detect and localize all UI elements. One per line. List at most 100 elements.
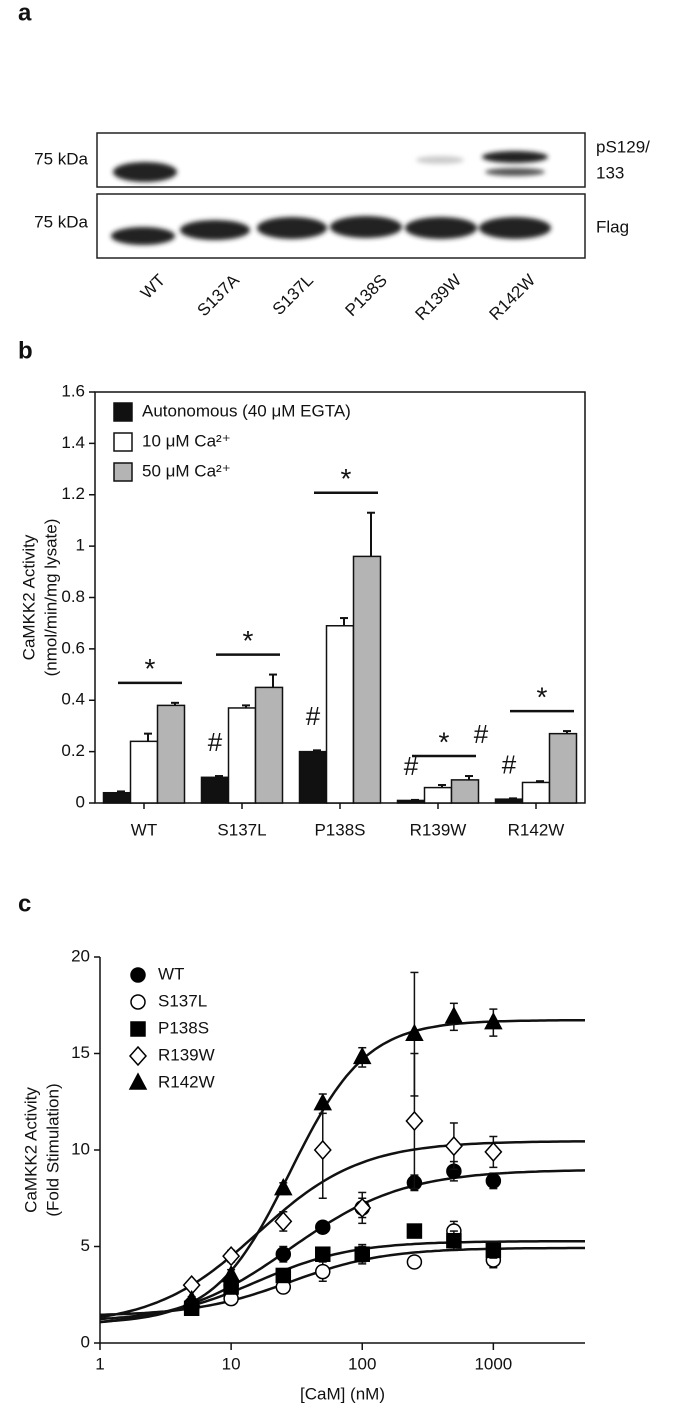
band [113, 162, 177, 182]
x-tick-label: R139W [410, 820, 467, 839]
band [416, 156, 464, 164]
antibody-label: 133 [596, 163, 624, 182]
marker [485, 1242, 502, 1259]
y-tick-label: 1 [76, 536, 85, 555]
fit-curve [99, 1018, 585, 1323]
legend-label: 50 μM Ca²⁺ [142, 461, 231, 480]
x-tick-label: 1000 [474, 1354, 512, 1373]
bar [156, 704, 186, 804]
y-tick-label: 0.4 [61, 690, 85, 709]
legend-label: R142W [158, 1072, 215, 1091]
legend-label: Autonomous (40 μM EGTA) [142, 401, 351, 420]
bar [352, 555, 382, 804]
x-tick-label: 100 [348, 1354, 376, 1373]
y-tick-label: 0 [81, 1332, 90, 1351]
annotation: # [404, 751, 419, 781]
bar [200, 776, 230, 804]
legend-label: WT [158, 964, 184, 983]
size-label: 75 kDa [34, 149, 88, 168]
marker [274, 1211, 293, 1232]
y-tick-label: 5 [81, 1236, 90, 1255]
bar [548, 732, 578, 804]
legend-label: P138S [158, 1018, 209, 1037]
annotation: * [439, 726, 450, 757]
x-tick-label: 1 [95, 1354, 104, 1373]
x-tick-label: S137L [217, 820, 266, 839]
bar [521, 781, 551, 804]
y-axis-label: CaMKK2 Activity [19, 534, 38, 660]
marker [275, 1267, 292, 1284]
y-tick-label: 0 [76, 792, 85, 811]
bar [396, 799, 426, 804]
marker [484, 1141, 503, 1163]
fit-curve [99, 1246, 585, 1317]
marker [313, 1093, 333, 1111]
x-tick-label: P138S [314, 820, 365, 839]
legend-marker [128, 1045, 148, 1067]
annotation: * [145, 653, 156, 684]
marker [406, 1223, 423, 1239]
band [485, 168, 545, 176]
marker [352, 1046, 372, 1065]
legend-swatch [113, 432, 133, 452]
marker [444, 1136, 463, 1157]
band [111, 227, 175, 245]
y-tick-label: 1.4 [61, 433, 85, 452]
y-tick-label: 10 [71, 1139, 90, 1158]
y-tick-label: 15 [71, 1043, 90, 1062]
legend-label: R139W [158, 1045, 215, 1064]
annotation: # [502, 749, 517, 779]
annotation: * [537, 681, 548, 712]
antibody-label: Flag [596, 217, 629, 236]
marker [275, 1246, 292, 1262]
y-axis-label: CaMKK2 Activity [21, 1087, 40, 1213]
annotation: * [341, 463, 352, 494]
y-tick-label: 0.8 [61, 587, 85, 606]
marker [315, 1219, 331, 1235]
y-axis-label: (nmol/min/mg lysate) [41, 519, 60, 677]
marker [406, 1254, 423, 1270]
blot-bands [111, 151, 551, 245]
marker [405, 1110, 424, 1132]
lane-label: S137A [193, 270, 243, 320]
bar [423, 786, 453, 804]
bar [450, 779, 480, 804]
legend-marker [128, 1072, 148, 1090]
marker [405, 1023, 424, 1041]
marker [353, 1197, 372, 1219]
fit-curve [99, 1239, 585, 1321]
y-tick-label: 20 [71, 946, 90, 965]
fit-curve [99, 1140, 585, 1319]
marker [446, 1232, 462, 1249]
band [330, 216, 402, 238]
size-label: 75 kDa [34, 212, 88, 231]
legend-label: S137L [158, 991, 207, 1010]
marker [444, 1006, 464, 1024]
legend-swatch [113, 462, 133, 482]
bar [325, 625, 355, 804]
lane-label: R142W [485, 271, 539, 325]
band [482, 151, 548, 163]
band [405, 217, 477, 239]
band [257, 217, 327, 239]
legend-label: 10 μM Ca²⁺ [142, 431, 231, 450]
legend-marker [130, 994, 146, 1010]
annotation: # [306, 701, 321, 731]
bar [129, 740, 159, 804]
lane-label: S137L [269, 271, 317, 319]
bar [102, 791, 132, 804]
bar [227, 707, 257, 804]
marker [274, 1178, 293, 1196]
marker [182, 1289, 201, 1308]
bar [494, 798, 524, 804]
band [180, 220, 250, 240]
marker [484, 1012, 503, 1030]
y-tick-label: 0.6 [61, 638, 85, 657]
lane-label: WT [137, 271, 169, 303]
x-tick-label: R142W [508, 820, 565, 839]
y-axis-label: (Fold Stimulation) [43, 1083, 62, 1216]
marker [313, 1139, 332, 1161]
x-axis-label: [CaM] (nM) [300, 1384, 385, 1403]
